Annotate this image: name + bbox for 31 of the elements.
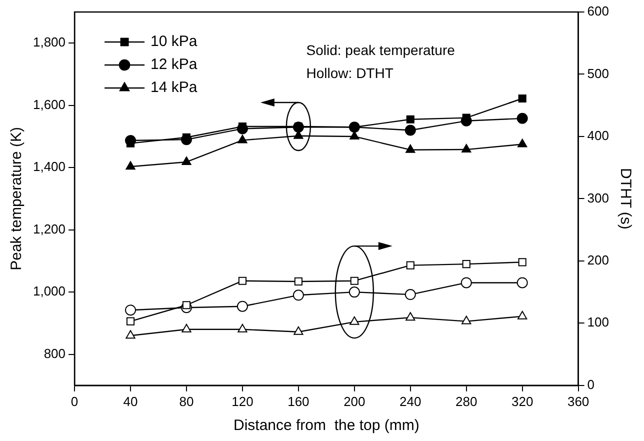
y-tick-label: 1,400 xyxy=(32,159,66,174)
y-tick-label: 800 xyxy=(44,346,66,361)
y-tick-label: 1,600 xyxy=(32,96,66,112)
y2-tick-label: 600 xyxy=(587,4,610,19)
legend-label: 10 kPa xyxy=(150,33,198,50)
y-tick-label: 1,800 xyxy=(32,34,66,50)
y2-tick-label: 0 xyxy=(587,376,595,392)
x-axis-title: Distance from the top (mm) xyxy=(233,417,420,434)
x-tick-label: 200 xyxy=(344,394,366,409)
y-tick-label: 1,000 xyxy=(32,284,66,299)
y-tick-label: 1,200 xyxy=(32,221,66,236)
annotation: Hollow: DTHT xyxy=(306,64,394,81)
x-tick-label: 240 xyxy=(400,394,422,409)
x-tick-label: 40 xyxy=(123,394,138,409)
x-tick-label: 120 xyxy=(232,394,254,409)
y2-tick-label: 200 xyxy=(587,252,610,268)
y2-tick-label: 100 xyxy=(587,314,610,330)
y2-tick-label: 400 xyxy=(587,128,610,144)
x-tick-label: 280 xyxy=(456,394,478,409)
legend-label: 14 kPa xyxy=(150,79,198,96)
x-tick-label: 160 xyxy=(288,394,310,409)
y2-axis-title: DTHT (s) xyxy=(616,168,634,230)
y2-tick-label: 500 xyxy=(587,66,610,81)
legend-label: 12 kPa xyxy=(150,56,198,74)
x-tick-label: 360 xyxy=(567,394,590,409)
x-tick-label: 0 xyxy=(70,394,78,409)
x-tick-label: 320 xyxy=(511,394,534,409)
y-axis-title: Peak temperature (K) xyxy=(8,126,26,270)
y2-tick-label: 300 xyxy=(587,190,610,206)
annotation: Solid: peak temperature xyxy=(306,42,456,58)
x-tick-label: 80 xyxy=(179,394,194,409)
